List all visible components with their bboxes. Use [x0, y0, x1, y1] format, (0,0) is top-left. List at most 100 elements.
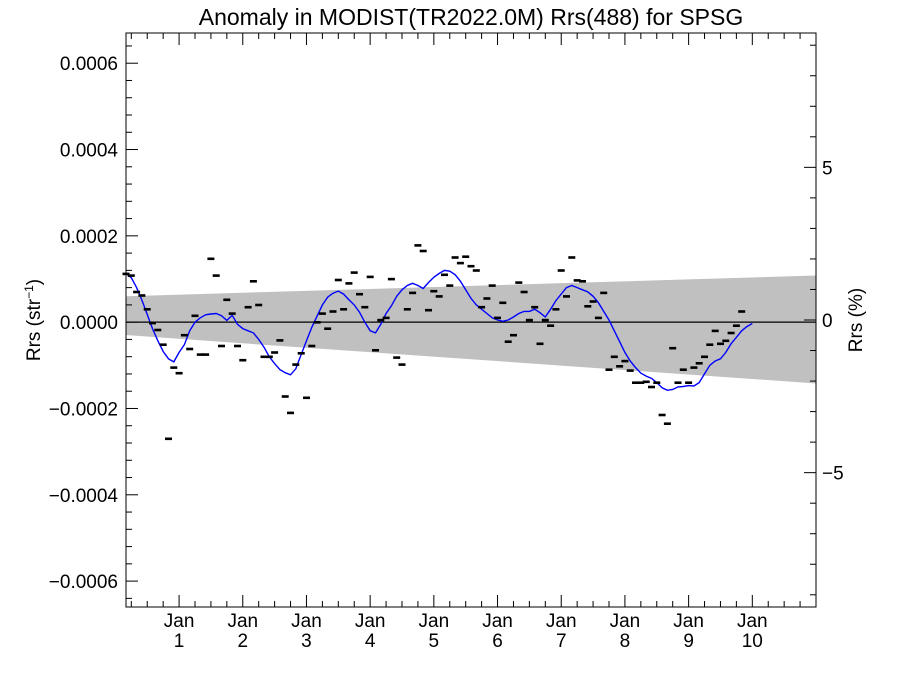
data-point — [451, 256, 459, 259]
data-point — [483, 297, 491, 300]
data-point — [441, 273, 448, 277]
y-tick-label: −0.0004 — [49, 486, 119, 507]
data-point — [637, 381, 645, 384]
data-point — [499, 301, 507, 305]
data-point — [669, 346, 677, 350]
y-right-tick-label: −5 — [822, 464, 844, 485]
data-point — [531, 305, 539, 309]
data-point — [207, 257, 215, 261]
data-point — [690, 366, 698, 369]
x-tick-label-year: 10 — [742, 631, 763, 652]
data-point — [626, 369, 634, 372]
data-point — [520, 290, 528, 294]
data-point — [218, 344, 225, 348]
data-point — [287, 411, 294, 415]
y-axis-left-label: Rrs (str−1) — [22, 279, 45, 361]
x-tick-label-month: Jan — [419, 611, 450, 632]
data-point — [249, 280, 257, 283]
data-points-group — [122, 244, 746, 441]
data-point — [711, 329, 719, 333]
chart-title: Anomaly in MODIST(TR2022.0M) Rrs(488) fo… — [199, 4, 743, 30]
data-point — [212, 274, 220, 277]
data-point — [706, 343, 714, 346]
x-tick-label-month: Jan — [482, 611, 513, 632]
data-point — [377, 318, 385, 322]
data-point — [387, 277, 395, 281]
data-point — [340, 308, 348, 311]
data-point — [738, 310, 746, 313]
data-point — [653, 381, 661, 384]
x-tick-label-year: 3 — [301, 631, 312, 652]
data-point — [361, 305, 369, 309]
data-point — [350, 271, 358, 274]
y-tick-label: −0.0006 — [49, 572, 118, 593]
y-right-tick-label: 5 — [822, 158, 833, 179]
data-point — [414, 244, 422, 247]
data-point — [557, 269, 565, 272]
data-point — [610, 355, 618, 359]
data-point — [722, 339, 730, 343]
data-point — [409, 291, 417, 295]
data-point — [244, 305, 252, 309]
uncertainty-band-group — [126, 275, 816, 384]
y-tick-label: 0.0002 — [60, 227, 118, 248]
data-point — [324, 327, 332, 330]
y-tick-label: 0.0004 — [60, 141, 119, 162]
y-right-tick-label: 0 — [822, 311, 833, 332]
data-point — [425, 308, 432, 312]
data-point — [234, 344, 241, 348]
data-point — [154, 328, 162, 332]
data-point — [674, 381, 682, 384]
x-tick-label-year: 9 — [683, 631, 694, 652]
data-point — [616, 365, 624, 368]
x-tick-label-month: Jan — [737, 611, 768, 632]
data-point — [568, 256, 576, 259]
data-point — [648, 385, 655, 389]
x-tick-label-month: Jan — [164, 611, 195, 632]
data-point — [260, 355, 268, 359]
data-point — [504, 340, 512, 343]
data-point — [584, 305, 592, 308]
data-point — [202, 353, 210, 356]
data-point — [228, 312, 236, 315]
data-point — [175, 371, 183, 375]
data-point — [589, 300, 597, 303]
data-point — [276, 339, 284, 342]
data-point — [186, 347, 194, 351]
data-point — [685, 381, 693, 384]
data-point — [318, 312, 326, 315]
uncertainty-band — [126, 275, 816, 384]
data-point — [143, 308, 151, 311]
data-point — [642, 380, 650, 384]
data-point — [180, 333, 188, 337]
data-point — [605, 368, 613, 371]
data-point — [398, 363, 406, 366]
data-point — [239, 358, 247, 362]
smoothed-series-group — [125, 269, 753, 392]
data-point — [127, 274, 135, 277]
axis-ticks-group — [126, 33, 816, 607]
data-point — [308, 344, 316, 348]
data-point — [265, 355, 273, 359]
data-point — [594, 316, 602, 320]
tick-labels-group: 0.0006 0.0004 0.0002 0.0000 −0.0002 −0.0004 −0… — [49, 54, 844, 652]
x-tick-label-month: Jan — [227, 611, 258, 632]
x-tick-label-month: Jan — [291, 611, 322, 632]
data-point — [334, 278, 342, 282]
data-point — [297, 352, 305, 355]
data-point — [435, 295, 443, 298]
data-point — [732, 324, 740, 327]
x-tick-label-year: 2 — [237, 631, 248, 652]
x-tick-label-year: 7 — [556, 631, 567, 652]
data-point — [281, 395, 289, 398]
data-point — [170, 366, 178, 369]
data-point — [446, 284, 454, 287]
data-point — [403, 308, 411, 311]
data-point — [510, 333, 517, 337]
data-point — [579, 280, 586, 283]
data-point — [525, 318, 533, 322]
data-point — [292, 363, 300, 366]
x-tick-label-year: 1 — [174, 631, 185, 652]
data-point — [563, 295, 570, 298]
data-point — [488, 284, 496, 287]
